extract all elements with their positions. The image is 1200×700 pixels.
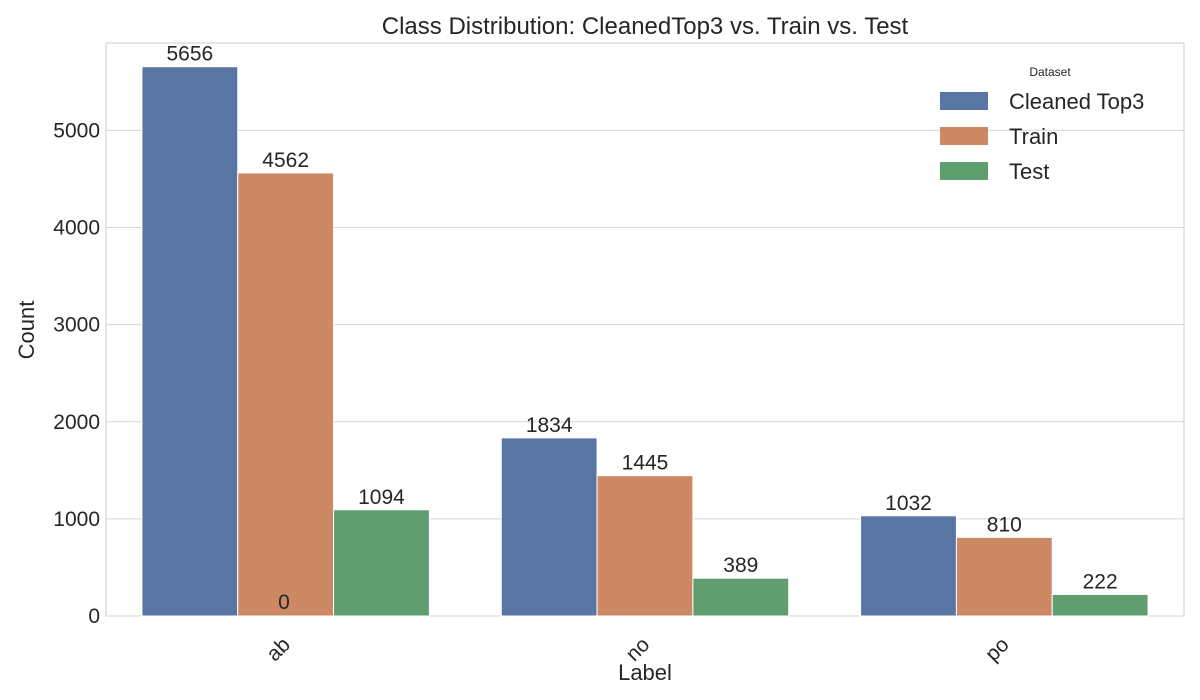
bar-value-label: 222 (1083, 570, 1118, 593)
legend-label: Cleaned Top3 (1009, 89, 1144, 114)
bar-po-cleaned-top3 (860, 515, 957, 617)
y-tick-label: 1000 (53, 508, 100, 531)
legend-swatch (940, 127, 988, 145)
y-tick-label: 3000 (53, 314, 100, 337)
y-tick-label: 0 (88, 605, 100, 628)
x-tick-label: po (981, 633, 1014, 666)
bar-ab-train (237, 172, 335, 617)
bar-ab-cleaned-top3 (141, 66, 239, 617)
bar-value-label: 1032 (885, 492, 932, 515)
bar-value-label: 810 (987, 513, 1022, 536)
bar-value-label: 1834 (526, 414, 573, 437)
bar-value-label: 1445 (622, 452, 669, 475)
bar-value-label: 389 (723, 554, 758, 577)
bar-no-cleaned-top3 (500, 437, 598, 617)
bar-value-label: 1094 (358, 486, 405, 509)
x-axis-label: Label (618, 660, 672, 685)
legend: Dataset Cleaned Top3 Train Test (940, 65, 1144, 184)
bar-po-test (1051, 593, 1149, 617)
y-tick-label: 4000 (53, 217, 100, 240)
bar-value-label-extra: 0 (278, 591, 290, 614)
y-axis-label: Count (14, 301, 39, 360)
bar-value-label: 4562 (262, 149, 309, 172)
legend-swatch (940, 162, 988, 180)
y-tick-label: 5000 (53, 119, 100, 142)
legend-label: Test (1009, 159, 1049, 184)
bar-ab-test (333, 509, 430, 617)
legend-swatch (940, 92, 988, 110)
x-tick-label: ab (262, 633, 295, 666)
bar-value-label: 5656 (166, 43, 213, 66)
legend-title: Dataset (1029, 65, 1071, 79)
legend-label: Train (1009, 124, 1058, 149)
bar-no-test (692, 577, 790, 617)
bar-po-train (955, 536, 1053, 617)
y-tick-label: 2000 (53, 411, 100, 434)
bar-no-train (596, 475, 694, 617)
chart-title: Class Distribution: CleanedTop3 vs. Trai… (382, 13, 909, 40)
